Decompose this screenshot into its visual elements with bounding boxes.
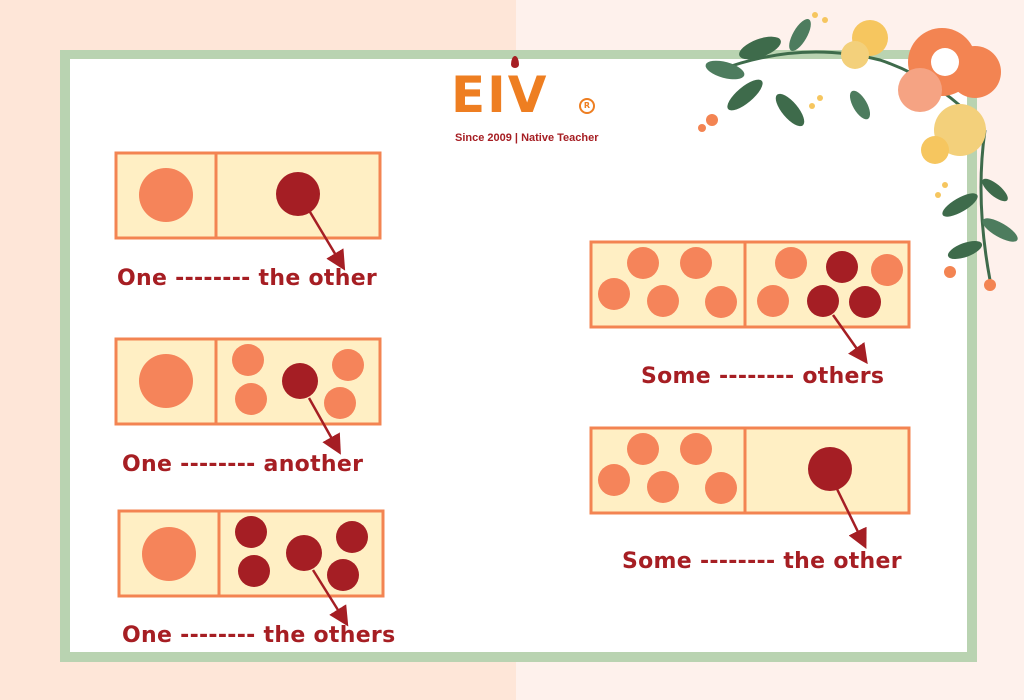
light-dot bbox=[627, 247, 659, 279]
light-dot bbox=[139, 354, 193, 408]
light-dot bbox=[647, 285, 679, 317]
dark-dot bbox=[336, 521, 368, 553]
dark-dot bbox=[282, 363, 318, 399]
light-dot bbox=[647, 471, 679, 503]
dark-dot bbox=[286, 535, 322, 571]
caption-one-another: One -------- another bbox=[122, 452, 364, 477]
arrow bbox=[311, 569, 349, 627]
light-dot bbox=[680, 433, 712, 465]
arrow bbox=[831, 314, 868, 365]
diagram-one-the-other bbox=[114, 151, 382, 271]
dark-dot bbox=[327, 559, 359, 591]
dark-dot bbox=[826, 251, 858, 283]
light-dot bbox=[705, 472, 737, 504]
light-dot bbox=[232, 344, 264, 376]
logo-flame-icon bbox=[511, 56, 519, 68]
caption-some-the-other: Some -------- the other bbox=[622, 549, 902, 574]
logo-brand: EIV bbox=[451, 66, 549, 124]
dark-dot bbox=[849, 286, 881, 318]
light-dot bbox=[775, 247, 807, 279]
light-dot bbox=[627, 433, 659, 465]
light-dot bbox=[139, 168, 193, 222]
diagram-some-others bbox=[589, 240, 911, 365]
caption-one-the-others: One -------- the others bbox=[122, 623, 396, 648]
light-dot bbox=[680, 247, 712, 279]
diagram-one-the-others bbox=[117, 509, 385, 627]
light-dot bbox=[142, 527, 196, 581]
dark-dot bbox=[238, 555, 270, 587]
light-dot bbox=[871, 254, 903, 286]
diagram-some-the-other bbox=[589, 426, 911, 549]
floral-decoration bbox=[698, 12, 1018, 291]
light-dot bbox=[598, 278, 630, 310]
eiv-logo: EIV R Since 2009 | Native Teacher bbox=[451, 56, 599, 150]
dark-dot bbox=[276, 172, 320, 216]
light-dot bbox=[235, 383, 267, 415]
diagram-one-another bbox=[114, 337, 382, 455]
dark-dot bbox=[235, 516, 267, 548]
light-dot bbox=[598, 464, 630, 496]
registered-mark: R bbox=[579, 98, 595, 114]
light-dot bbox=[757, 285, 789, 317]
light-dot bbox=[332, 349, 364, 381]
light-dot bbox=[705, 286, 737, 318]
arrow bbox=[308, 211, 346, 271]
light-dot bbox=[324, 387, 356, 419]
dark-dot bbox=[807, 285, 839, 317]
caption-some-others: Some -------- others bbox=[641, 364, 885, 389]
caption-one-the-other: One -------- the other bbox=[117, 266, 378, 291]
dark-dot bbox=[808, 447, 852, 491]
arrow bbox=[307, 397, 341, 455]
arrow bbox=[835, 488, 867, 549]
logo-tagline: Since 2009 | Native Teacher bbox=[455, 132, 599, 144]
